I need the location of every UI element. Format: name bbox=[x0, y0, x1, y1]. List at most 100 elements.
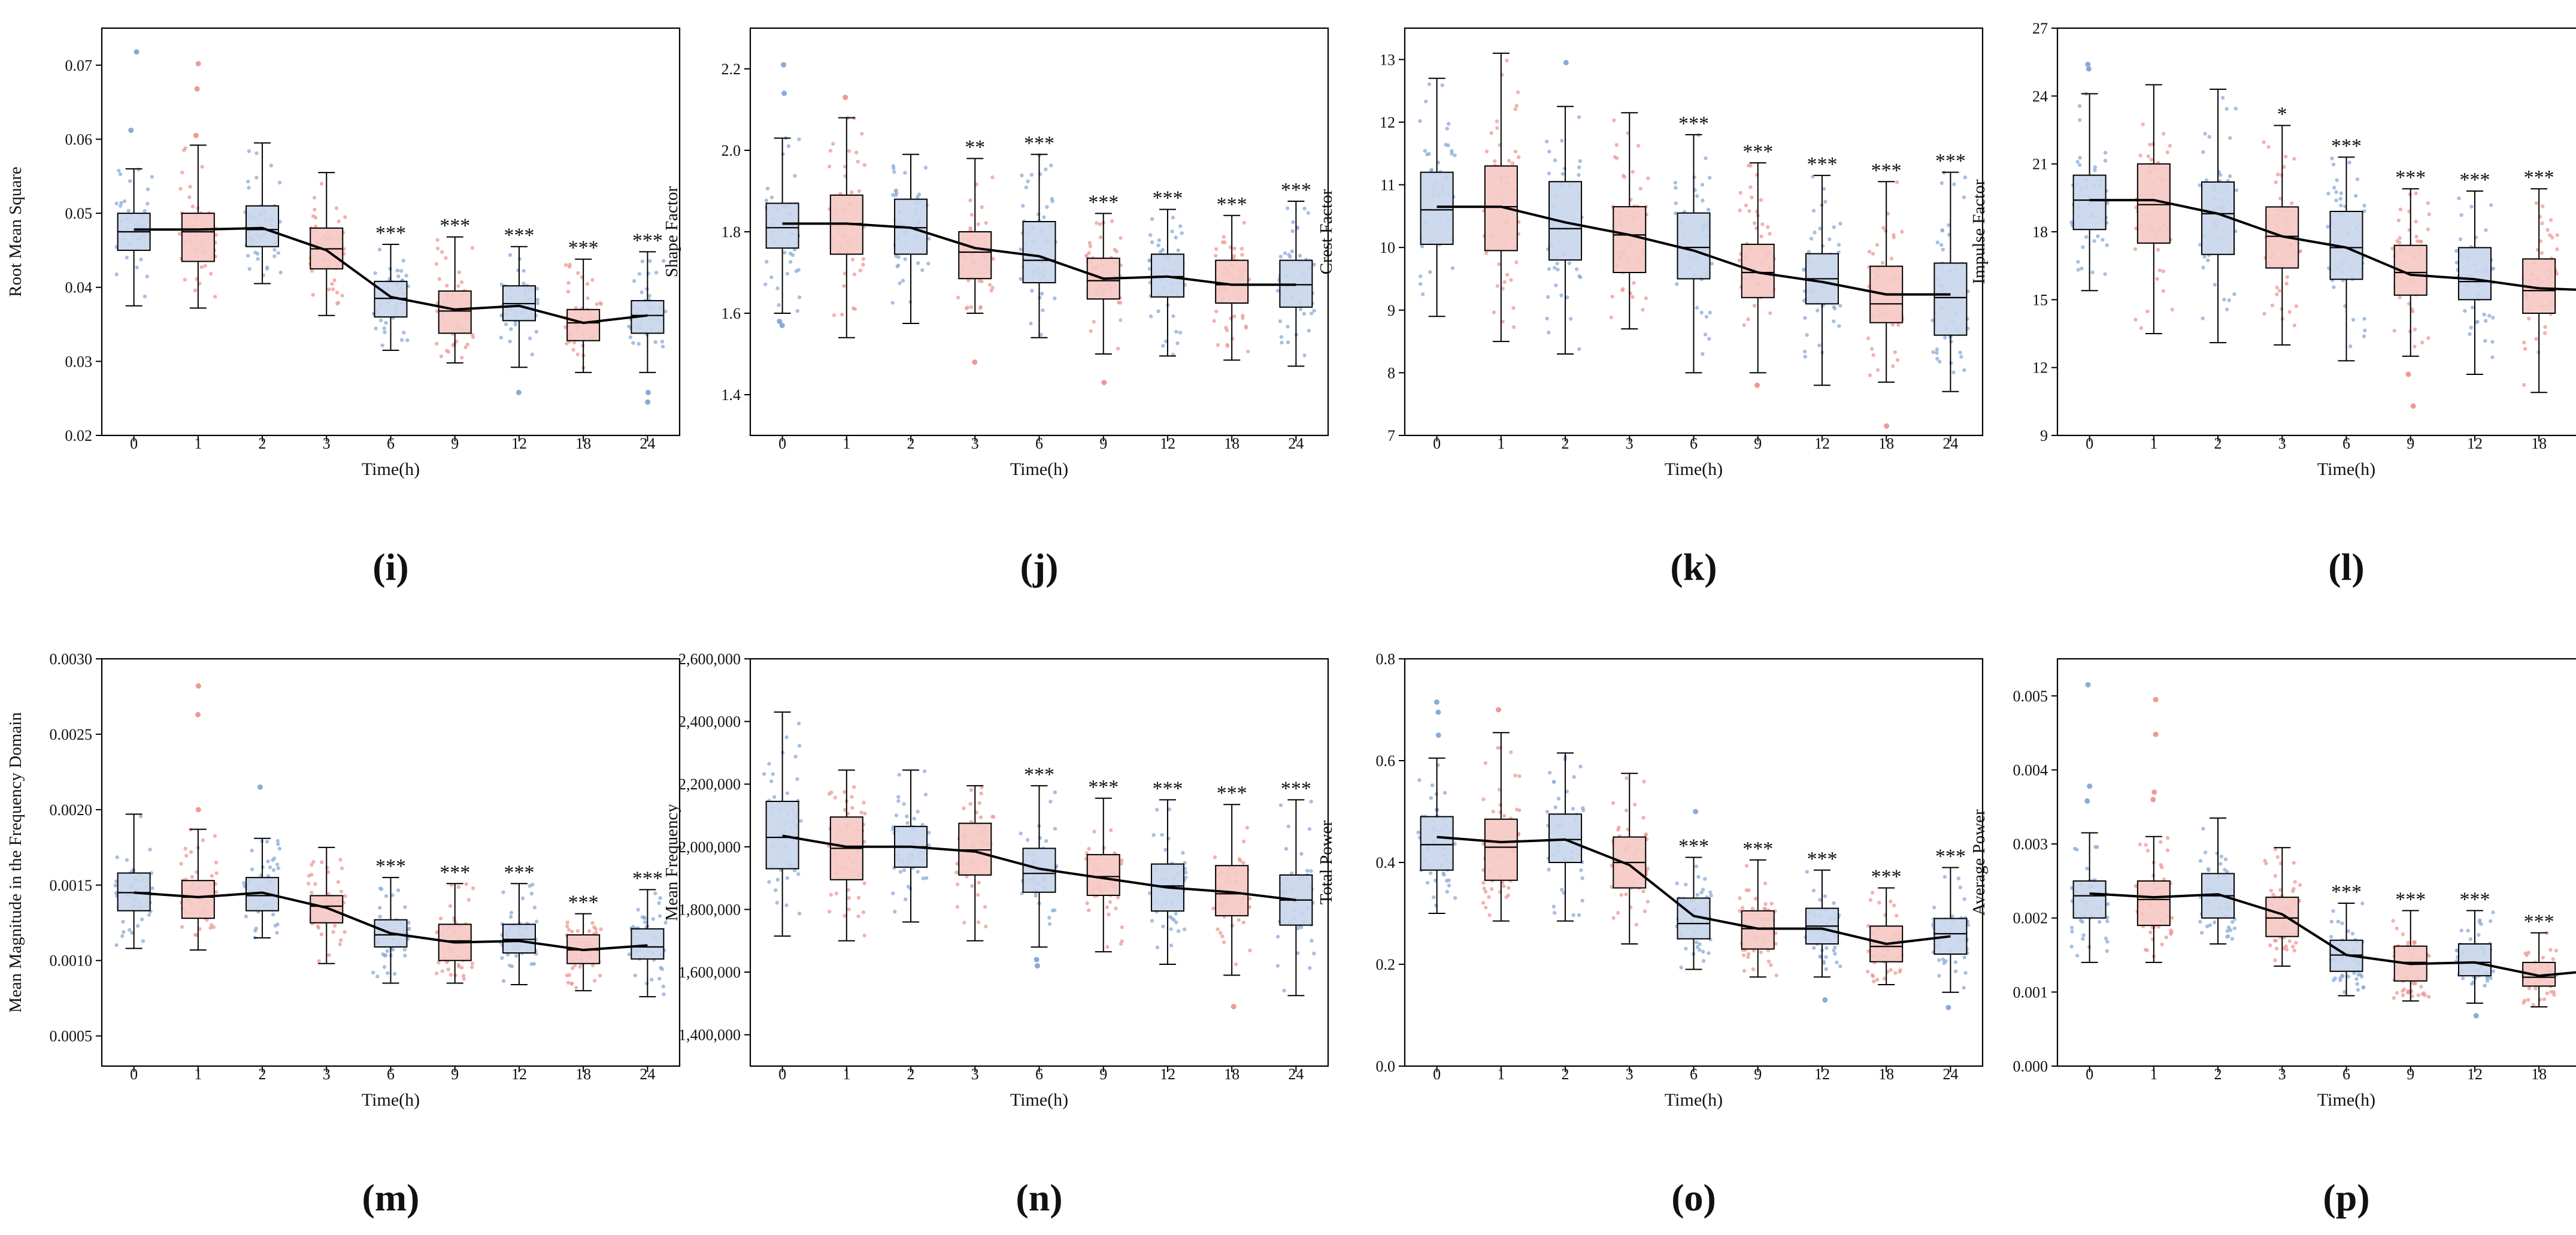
x-tick-label: 0 bbox=[130, 435, 138, 452]
sample-point bbox=[266, 859, 270, 864]
sample-point bbox=[2225, 307, 2229, 311]
sample-point bbox=[1419, 274, 1423, 279]
sample-point bbox=[990, 286, 995, 290]
sample-point bbox=[1577, 274, 1581, 279]
sample-point bbox=[896, 264, 901, 268]
sample-point bbox=[1750, 195, 1754, 199]
sample-point bbox=[2161, 132, 2166, 136]
sample-point bbox=[654, 271, 659, 275]
sample-point bbox=[1019, 247, 1023, 252]
y-tick-label: 0.06 bbox=[65, 131, 93, 148]
sample-point bbox=[2090, 270, 2095, 274]
sample-point bbox=[193, 288, 198, 292]
box bbox=[181, 213, 215, 262]
sample-point bbox=[2143, 948, 2148, 952]
sample-point bbox=[1700, 183, 1705, 187]
sample-point bbox=[439, 354, 443, 359]
sample-point bbox=[266, 874, 271, 878]
sample-point bbox=[401, 259, 405, 263]
sample-point bbox=[1157, 238, 1162, 243]
sample-point bbox=[1491, 809, 1495, 814]
sample-point bbox=[764, 198, 769, 202]
sample-point bbox=[1621, 174, 1626, 178]
significance-mark: *** bbox=[1807, 848, 1837, 870]
sample-point bbox=[2103, 272, 2107, 276]
sample-point bbox=[955, 861, 959, 866]
panel-label: (l) bbox=[2328, 546, 2364, 588]
sample-point bbox=[2413, 327, 2417, 332]
y-axis-title: Mean Frequency bbox=[662, 804, 681, 921]
sample-point bbox=[797, 295, 802, 299]
sample-point bbox=[396, 274, 401, 279]
sample-point bbox=[2207, 868, 2211, 873]
sample-point bbox=[1554, 283, 1558, 287]
sample-point bbox=[590, 963, 595, 968]
sample-point bbox=[926, 831, 931, 835]
sample-point bbox=[1048, 922, 1052, 926]
sample-point bbox=[307, 882, 311, 886]
box bbox=[1484, 818, 1518, 881]
sample-point bbox=[643, 920, 647, 924]
sample-point bbox=[2268, 943, 2272, 948]
sample-point bbox=[1088, 244, 1093, 249]
sample-point bbox=[1612, 118, 1616, 123]
sample-point bbox=[2133, 247, 2138, 252]
sample-point bbox=[1120, 939, 1124, 943]
box bbox=[502, 924, 536, 954]
y-axis-title: Mean Magnitude in the Frequency Domain bbox=[6, 712, 25, 1013]
x-tick-label: 9 bbox=[1099, 435, 1107, 452]
sample-point bbox=[214, 860, 219, 865]
x-tick-label: 6 bbox=[1690, 435, 1698, 452]
sample-point bbox=[2133, 317, 2138, 322]
sample-point bbox=[2101, 238, 2105, 242]
sample-point bbox=[631, 925, 635, 929]
sample-point bbox=[1307, 328, 1311, 333]
sample-point bbox=[2554, 949, 2559, 953]
sample-point bbox=[1645, 867, 1650, 871]
sample-point bbox=[2162, 877, 2166, 882]
sample-point bbox=[763, 282, 768, 286]
significance-mark: *** bbox=[2524, 910, 2554, 933]
sample-point bbox=[1417, 778, 1422, 782]
x-tick-label: 18 bbox=[2531, 1066, 2547, 1083]
sample-point bbox=[1487, 895, 1491, 899]
box bbox=[117, 872, 151, 912]
sample-point bbox=[1811, 946, 1816, 950]
sample-point bbox=[2093, 168, 2097, 172]
sample-point bbox=[1495, 284, 1499, 288]
sample-point bbox=[962, 806, 966, 810]
sample-point bbox=[1416, 830, 1420, 835]
y-axis-title: Total Power bbox=[1317, 820, 1336, 904]
sample-point bbox=[437, 277, 442, 281]
sample-point bbox=[2165, 150, 2169, 155]
sample-point bbox=[2358, 972, 2363, 977]
sample-point bbox=[326, 892, 331, 896]
sample-point bbox=[1547, 171, 1551, 175]
sample-point bbox=[769, 779, 774, 783]
sample-point bbox=[2222, 297, 2226, 302]
sample-point bbox=[2485, 979, 2490, 983]
sample-point bbox=[256, 257, 260, 261]
sample-point bbox=[119, 204, 123, 208]
sample-point bbox=[1042, 215, 1046, 219]
sample-point bbox=[2262, 140, 2266, 144]
sample-point bbox=[1447, 122, 1451, 126]
sample-point bbox=[1282, 988, 1286, 993]
box bbox=[765, 801, 799, 870]
sample-point bbox=[2545, 991, 2549, 995]
sample-point bbox=[1547, 267, 1551, 271]
sample-point bbox=[2416, 239, 2420, 243]
sample-point bbox=[407, 927, 411, 931]
sample-point bbox=[1636, 144, 1641, 148]
sample-point bbox=[2331, 162, 2336, 167]
sample-point bbox=[2398, 207, 2403, 211]
sample-point bbox=[508, 963, 512, 968]
plot-frame bbox=[2056, 27, 2576, 437]
sample-point bbox=[1833, 945, 1837, 949]
sample-point bbox=[2078, 163, 2082, 167]
sample-point bbox=[897, 773, 901, 777]
sample-point bbox=[1567, 261, 1572, 265]
y-tick-label: 12 bbox=[2032, 359, 2048, 377]
sample-point bbox=[2103, 150, 2108, 155]
sample-point bbox=[1286, 340, 1290, 344]
